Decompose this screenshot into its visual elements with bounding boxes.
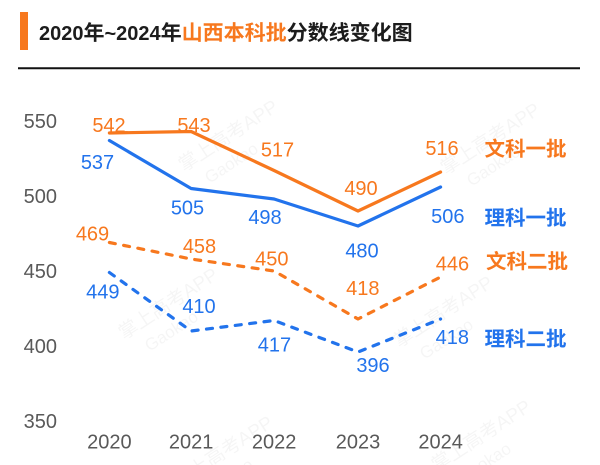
svg-text:446: 446 — [436, 254, 469, 276]
svg-text:2024: 2024 — [418, 432, 463, 454]
svg-text:410: 410 — [182, 296, 215, 318]
svg-text:537: 537 — [81, 152, 114, 174]
svg-text:2020: 2020 — [39, 23, 84, 45]
svg-text:~2024: ~2024 — [104, 23, 161, 45]
svg-text:505: 505 — [171, 198, 204, 220]
svg-text:498: 498 — [248, 207, 281, 229]
svg-text:450: 450 — [255, 248, 288, 270]
svg-text:517: 517 — [261, 140, 294, 162]
svg-text:449: 449 — [86, 282, 119, 304]
svg-text:396: 396 — [356, 355, 389, 377]
svg-text:400: 400 — [24, 336, 57, 358]
svg-text:350: 350 — [24, 411, 57, 433]
svg-text:542: 542 — [92, 115, 125, 137]
svg-text:506: 506 — [431, 206, 464, 228]
svg-text:458: 458 — [183, 236, 216, 258]
svg-text:2023: 2023 — [336, 432, 381, 454]
svg-text:550: 550 — [24, 111, 57, 133]
svg-text:418: 418 — [346, 278, 379, 300]
svg-text:516: 516 — [425, 138, 458, 160]
svg-text:543: 543 — [177, 115, 210, 137]
svg-text:500: 500 — [24, 186, 57, 208]
svg-text:480: 480 — [345, 241, 378, 263]
svg-text:2020: 2020 — [87, 432, 132, 454]
svg-text:469: 469 — [76, 224, 109, 246]
svg-text:418: 418 — [436, 327, 469, 349]
svg-text:490: 490 — [344, 178, 377, 200]
svg-text:417: 417 — [258, 334, 291, 356]
svg-text:450: 450 — [24, 261, 57, 283]
svg-text:2021: 2021 — [169, 432, 214, 454]
svg-text:2022: 2022 — [252, 432, 297, 454]
